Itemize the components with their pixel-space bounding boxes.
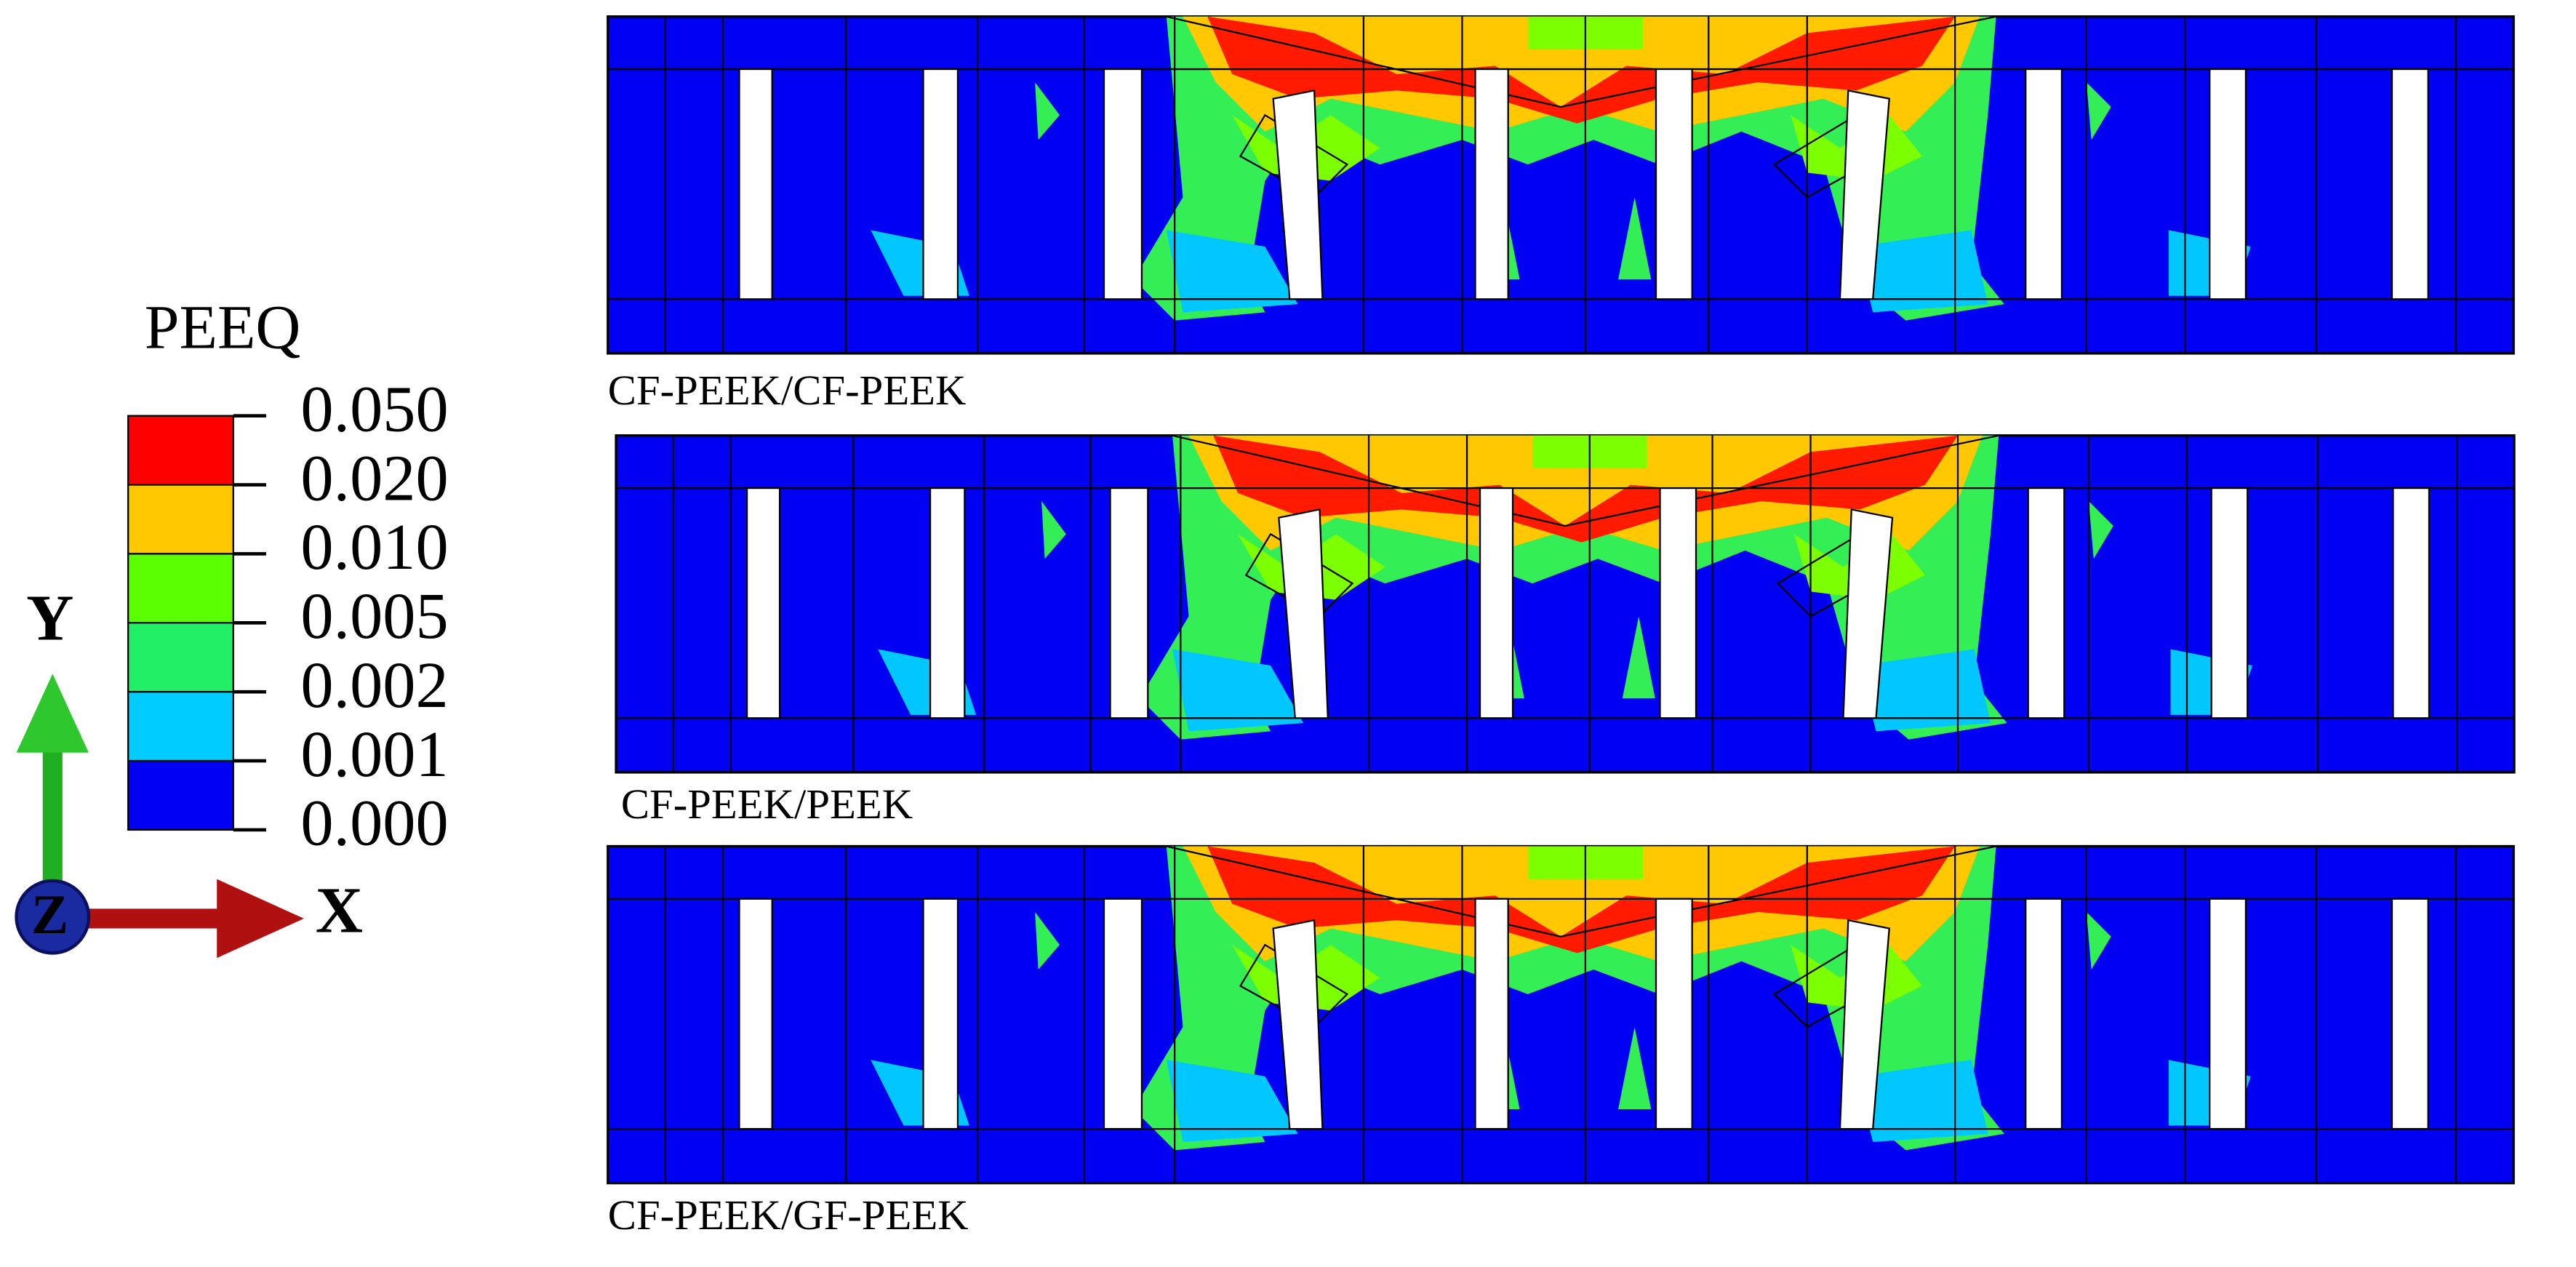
axis-label-y: Y [26, 580, 73, 654]
legend-label: 0.010 [300, 510, 448, 583]
axis-label-z: Z [31, 884, 68, 946]
panel-2 [615, 434, 2516, 774]
legend-bar [127, 415, 234, 831]
panel-caption: CF-PEEK/PEEK [621, 780, 913, 828]
legend-label: 0.005 [300, 579, 448, 652]
legend-label: 0.002 [300, 648, 448, 722]
axis-triad [15, 674, 304, 959]
panel-3 [607, 844, 2515, 1185]
panel-caption: CF-PEEK/GF-PEEK [608, 1191, 969, 1239]
axis-label-x: X [316, 873, 363, 946]
legend-label: 0.001 [300, 717, 448, 791]
legend-label: 0.000 [300, 786, 448, 860]
panel-1 [607, 15, 2515, 355]
legend-label: 0.050 [300, 372, 448, 445]
legend-label: 0.020 [300, 441, 448, 514]
panel-caption: CF-PEEK/CF-PEEK [608, 367, 967, 414]
legend-title: PEEQ [145, 292, 301, 361]
